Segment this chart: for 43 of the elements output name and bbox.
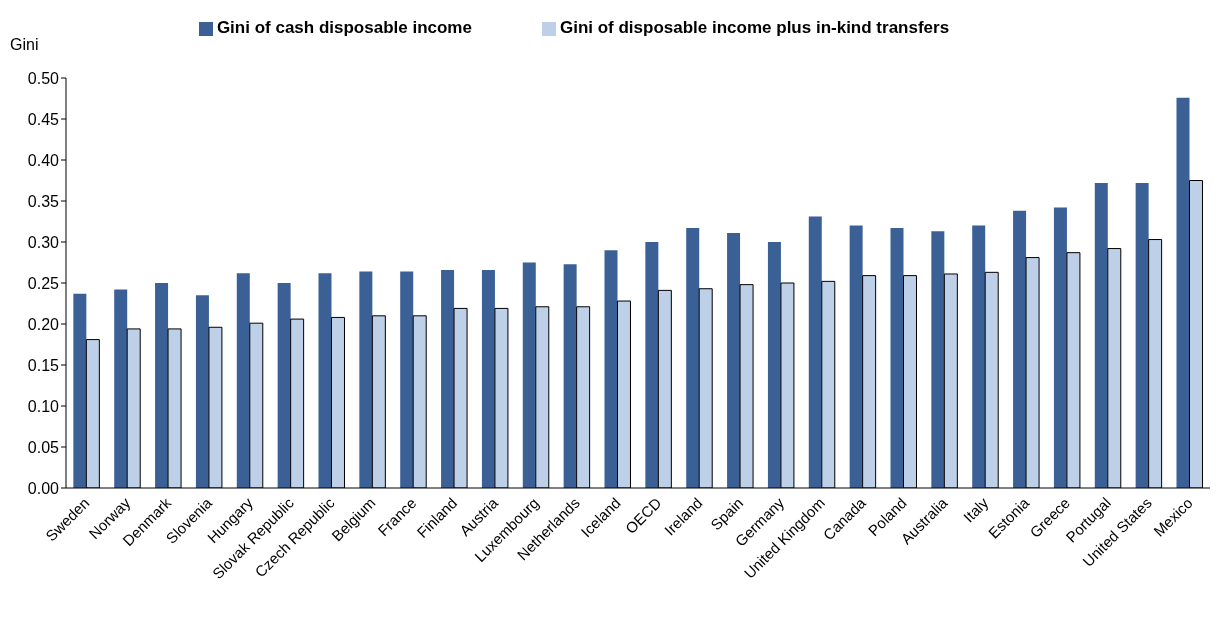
bar xyxy=(890,228,904,488)
bar xyxy=(563,264,577,488)
y-tick-label: 0.05 xyxy=(27,438,60,456)
bar xyxy=(522,262,536,488)
bar xyxy=(931,231,945,488)
bar xyxy=(114,289,128,488)
bar xyxy=(727,232,741,488)
y-tick-label: 0.15 xyxy=(27,356,60,374)
y-axis-title: Gini xyxy=(10,36,39,54)
bar xyxy=(400,271,414,488)
bar xyxy=(604,250,618,488)
bar xyxy=(236,273,250,488)
bar xyxy=(1053,207,1067,488)
y-tick-label: 0.20 xyxy=(27,315,60,333)
legend-label: Gini of disposable income plus in-kind transfers xyxy=(559,18,950,37)
bar xyxy=(155,283,169,488)
bar xyxy=(1135,182,1149,488)
bar xyxy=(481,269,495,488)
y-tick-label: 0.30 xyxy=(27,233,60,251)
bar xyxy=(73,293,87,488)
bar xyxy=(277,283,291,488)
legend-label: Gini of cash disposable income xyxy=(216,18,472,37)
y-tick-label: 0.25 xyxy=(27,274,60,292)
bar xyxy=(849,225,863,488)
bar xyxy=(686,228,700,488)
bar xyxy=(318,273,332,488)
x-tick-label: Italy xyxy=(959,493,992,526)
bar xyxy=(645,242,659,488)
bar xyxy=(767,242,781,488)
bar xyxy=(441,269,455,488)
bar xyxy=(808,216,822,488)
bar xyxy=(359,271,373,488)
y-tick-label: 0.10 xyxy=(27,397,60,415)
bar xyxy=(1013,210,1027,488)
y-tick-label: 0.45 xyxy=(27,110,60,128)
bar xyxy=(195,295,209,488)
y-tick-label: 0.35 xyxy=(27,192,60,210)
y-tick-label: 0.40 xyxy=(27,151,60,169)
y-tick-label: 0.50 xyxy=(27,69,60,87)
bar xyxy=(1094,182,1108,488)
bar xyxy=(1176,97,1190,488)
y-tick-label: 0.00 xyxy=(27,479,60,497)
bar xyxy=(972,225,986,488)
